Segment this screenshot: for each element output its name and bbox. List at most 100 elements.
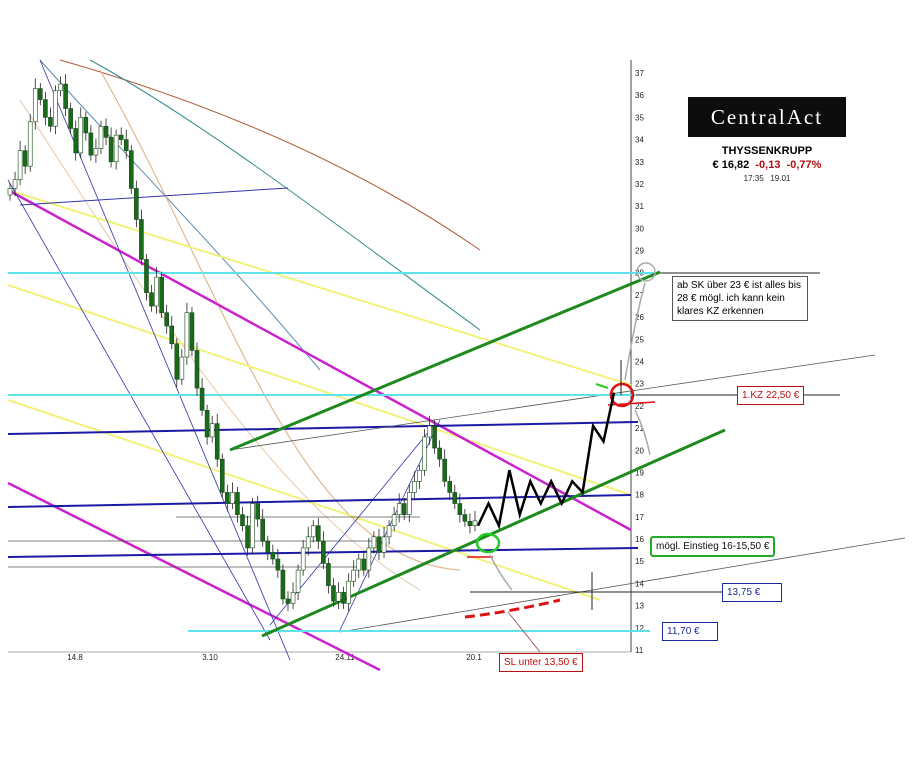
grey-arrow-sl <box>507 611 541 653</box>
blue-level-21 <box>7 421 639 435</box>
y-tick-label: 32 <box>635 180 644 189</box>
y-tick-label: 14 <box>635 579 644 588</box>
candle-body <box>412 481 417 493</box>
y-tick-label: 19 <box>635 468 644 477</box>
candle-body <box>83 117 89 134</box>
green-circle-entry <box>475 532 501 554</box>
centralact-logo: CentralAct <box>688 97 846 137</box>
blue-level-18 <box>7 494 632 508</box>
candle-body <box>230 492 235 504</box>
y-tick-label: 13 <box>635 602 644 611</box>
candle-body <box>336 591 341 602</box>
candle-body <box>316 525 321 542</box>
y-tick-label: 11 <box>635 646 644 655</box>
ticker-name: THYSSENKRUPP <box>721 145 813 157</box>
note-sk: ab SK über 23 € ist alles bis 28 € mögl.… <box>672 276 808 321</box>
y-tick-label: 33 <box>635 158 644 167</box>
candle-body <box>164 312 169 327</box>
candle-body <box>346 580 351 604</box>
candle-body <box>159 276 164 313</box>
candle-body <box>270 552 276 560</box>
candle-body <box>113 134 119 163</box>
candle-body <box>154 276 159 307</box>
candle-body <box>406 492 412 515</box>
y-tick-label: 22 <box>635 402 644 411</box>
note-sl: SL unter 13,50 € <box>499 653 583 672</box>
candle-body <box>366 547 372 571</box>
candle-body <box>103 125 109 138</box>
candle-body <box>48 117 53 127</box>
grey-circle-28 <box>636 262 656 282</box>
y-tick-label: 12 <box>635 624 644 633</box>
candle-body <box>295 569 301 593</box>
candle-body <box>386 525 392 538</box>
y-tick-label: 21 <box>635 424 644 433</box>
candle-body <box>134 188 139 220</box>
note-einstieg: mögl. Einstieg 16-15,50 € <box>650 536 776 557</box>
candle-body <box>300 547 306 571</box>
magenta-line-1 <box>7 188 632 532</box>
candle-body <box>219 458 225 493</box>
candle-body <box>73 128 79 154</box>
candle-body <box>204 410 210 438</box>
candlestick-series <box>7 74 478 612</box>
trend-lines <box>7 59 906 672</box>
candle-body <box>118 134 124 140</box>
y-tick-label: 35 <box>635 113 644 122</box>
ticker-change: -0,13 <box>755 159 781 171</box>
candle-body <box>214 423 220 460</box>
yellow-line-3 <box>7 399 601 601</box>
candle-body <box>326 563 331 586</box>
candle-body <box>98 125 104 149</box>
candle-body <box>422 436 427 471</box>
candle-body <box>427 425 432 438</box>
candle-body <box>189 312 195 351</box>
candle-body <box>169 325 175 345</box>
candle-body <box>58 83 63 92</box>
candle-body <box>255 503 260 520</box>
candle-body <box>452 492 458 504</box>
magenta-line-2 <box>7 481 381 672</box>
moving-average-brown <box>59 59 481 251</box>
grey-arrow-down-left <box>489 554 513 591</box>
y-tick-label: 29 <box>635 247 644 256</box>
candle-body <box>356 558 362 571</box>
candle-body <box>17 150 23 180</box>
candle-body <box>194 350 200 389</box>
candle-body <box>27 121 33 167</box>
candle-body <box>235 492 240 515</box>
candle-body <box>174 343 180 380</box>
candle-body <box>53 90 58 127</box>
candle-body <box>123 139 129 151</box>
grey-line-1 <box>229 354 876 451</box>
moving-average-lightblue <box>39 59 321 371</box>
grey-arrow-down-right <box>634 409 651 456</box>
candle-body <box>88 132 94 156</box>
y-tick-label: 17 <box>635 513 644 522</box>
y-tick-label: 25 <box>635 335 644 344</box>
candle-body <box>305 536 311 549</box>
candle-body <box>184 312 190 358</box>
moving-average-tan <box>99 69 461 571</box>
x-tick-label: 24.11 <box>335 653 355 662</box>
candle-body <box>290 591 296 604</box>
candle-body <box>22 150 28 167</box>
candle-body <box>43 99 48 118</box>
candle-body <box>401 503 407 515</box>
note-level-1375: 13,75 € <box>722 583 782 602</box>
x-tick-label: 3.10 <box>202 653 218 662</box>
green-channel-lower <box>261 428 726 638</box>
candle-body <box>63 83 68 109</box>
candle-body <box>321 540 326 564</box>
candle-body <box>108 137 114 163</box>
candle-body <box>341 591 346 604</box>
candle-body <box>78 117 84 154</box>
ticker-time: 17:35 <box>743 174 764 183</box>
y-tick-label: 36 <box>635 91 644 100</box>
candle-body <box>250 503 255 549</box>
y-tick-label: 34 <box>635 136 644 145</box>
stop-loss-dashed <box>464 598 561 619</box>
candle-body <box>245 525 250 549</box>
candle-body <box>462 514 468 522</box>
